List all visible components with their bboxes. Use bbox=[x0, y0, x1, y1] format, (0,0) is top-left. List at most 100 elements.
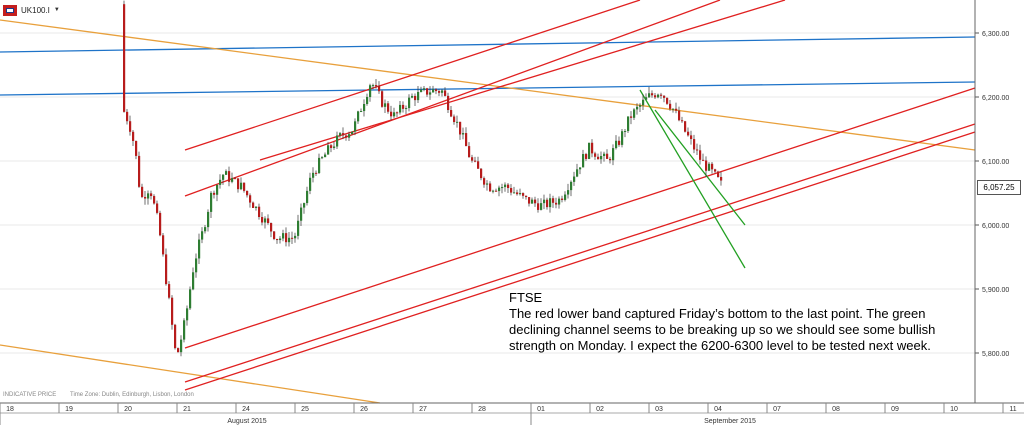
candle bbox=[465, 127, 468, 147]
candle-body bbox=[681, 120, 684, 122]
candle-body bbox=[186, 308, 189, 321]
candle-body bbox=[276, 238, 279, 241]
candle-body bbox=[321, 157, 324, 159]
candle-body bbox=[480, 168, 483, 179]
x-tick-label: 09 bbox=[891, 406, 899, 413]
candle-body bbox=[558, 198, 561, 205]
candle bbox=[651, 90, 654, 98]
candle-body bbox=[498, 187, 501, 192]
candle bbox=[174, 323, 177, 350]
candle-body bbox=[552, 198, 555, 203]
candle-body bbox=[429, 92, 432, 95]
candle-body bbox=[417, 91, 420, 101]
candle bbox=[558, 196, 561, 209]
trendline-layer bbox=[0, 0, 976, 404]
candle bbox=[567, 183, 570, 199]
timezone-label: Time Zone: Dublin, Edinburgh, Lisbon, Lo… bbox=[70, 392, 194, 398]
candle-body bbox=[438, 91, 441, 93]
candle bbox=[339, 131, 342, 138]
candle-body bbox=[132, 131, 135, 141]
candle-body bbox=[396, 112, 399, 114]
candle-body bbox=[333, 146, 336, 148]
candle-body bbox=[261, 216, 264, 223]
caret-down-icon[interactable]: ▼ bbox=[53, 7, 60, 13]
candle bbox=[138, 151, 141, 188]
candle-body bbox=[159, 212, 162, 236]
candle bbox=[390, 105, 393, 121]
candle bbox=[633, 108, 636, 121]
candle bbox=[411, 93, 414, 99]
candle bbox=[126, 109, 129, 125]
candle-body bbox=[330, 145, 333, 148]
candle bbox=[384, 99, 387, 114]
candle bbox=[573, 171, 576, 186]
candle-body bbox=[366, 97, 369, 105]
candle-body bbox=[222, 174, 225, 180]
candle bbox=[351, 131, 354, 135]
candle-body bbox=[249, 195, 252, 203]
candle bbox=[621, 129, 624, 148]
candle bbox=[672, 108, 675, 113]
symbol-header[interactable]: UK100.I ▼ bbox=[3, 3, 60, 17]
candle bbox=[213, 190, 216, 199]
candle-body bbox=[540, 203, 543, 210]
candle bbox=[189, 286, 192, 311]
candle bbox=[525, 195, 528, 200]
candle-body bbox=[720, 176, 723, 181]
candle-body bbox=[501, 187, 504, 189]
candle bbox=[345, 134, 348, 141]
candle-body bbox=[570, 181, 573, 191]
blue-resistance-lower bbox=[0, 81, 976, 96]
x-tick-label: 24 bbox=[242, 406, 250, 413]
candle bbox=[306, 186, 309, 206]
uk-flag-icon bbox=[3, 4, 17, 16]
candle-body bbox=[285, 233, 288, 243]
candle-body bbox=[171, 297, 174, 325]
x-tick-label: 03 bbox=[655, 406, 663, 413]
candle-body bbox=[306, 190, 309, 204]
candle bbox=[141, 183, 144, 199]
candle bbox=[222, 174, 225, 185]
candle bbox=[297, 214, 300, 240]
x-tick-label: 07 bbox=[773, 406, 781, 413]
candle bbox=[714, 168, 717, 173]
candle-body bbox=[543, 199, 546, 204]
candle bbox=[441, 89, 444, 97]
candle bbox=[192, 267, 195, 291]
candle-body bbox=[384, 103, 387, 107]
candle bbox=[216, 184, 219, 202]
candle-body bbox=[174, 324, 177, 349]
candle bbox=[657, 93, 660, 99]
candle bbox=[258, 203, 261, 220]
candle-body bbox=[546, 199, 549, 208]
candle bbox=[402, 101, 405, 113]
candle bbox=[669, 100, 672, 111]
candle-body bbox=[705, 160, 708, 171]
candle-body bbox=[183, 320, 186, 340]
candle-body bbox=[495, 190, 498, 192]
candle-body bbox=[231, 178, 234, 182]
candle bbox=[219, 174, 222, 189]
candle bbox=[531, 197, 534, 204]
candle bbox=[423, 86, 426, 92]
candle bbox=[543, 194, 546, 210]
candle-body bbox=[387, 103, 390, 112]
candle bbox=[135, 140, 138, 160]
candle bbox=[438, 89, 441, 97]
candle bbox=[420, 86, 423, 93]
candle-body bbox=[663, 95, 666, 98]
candle bbox=[432, 85, 435, 93]
candle-body bbox=[315, 172, 318, 174]
candle-body bbox=[657, 94, 660, 98]
blue-resistance-upper bbox=[0, 36, 976, 53]
candle bbox=[576, 163, 579, 178]
candle bbox=[270, 222, 273, 238]
candle-body bbox=[717, 171, 720, 177]
candle bbox=[393, 107, 396, 119]
candle-body bbox=[168, 284, 171, 298]
candle bbox=[585, 152, 588, 161]
candle bbox=[315, 170, 318, 177]
candle bbox=[309, 172, 312, 195]
candle-body bbox=[198, 239, 201, 259]
candle bbox=[561, 195, 564, 203]
